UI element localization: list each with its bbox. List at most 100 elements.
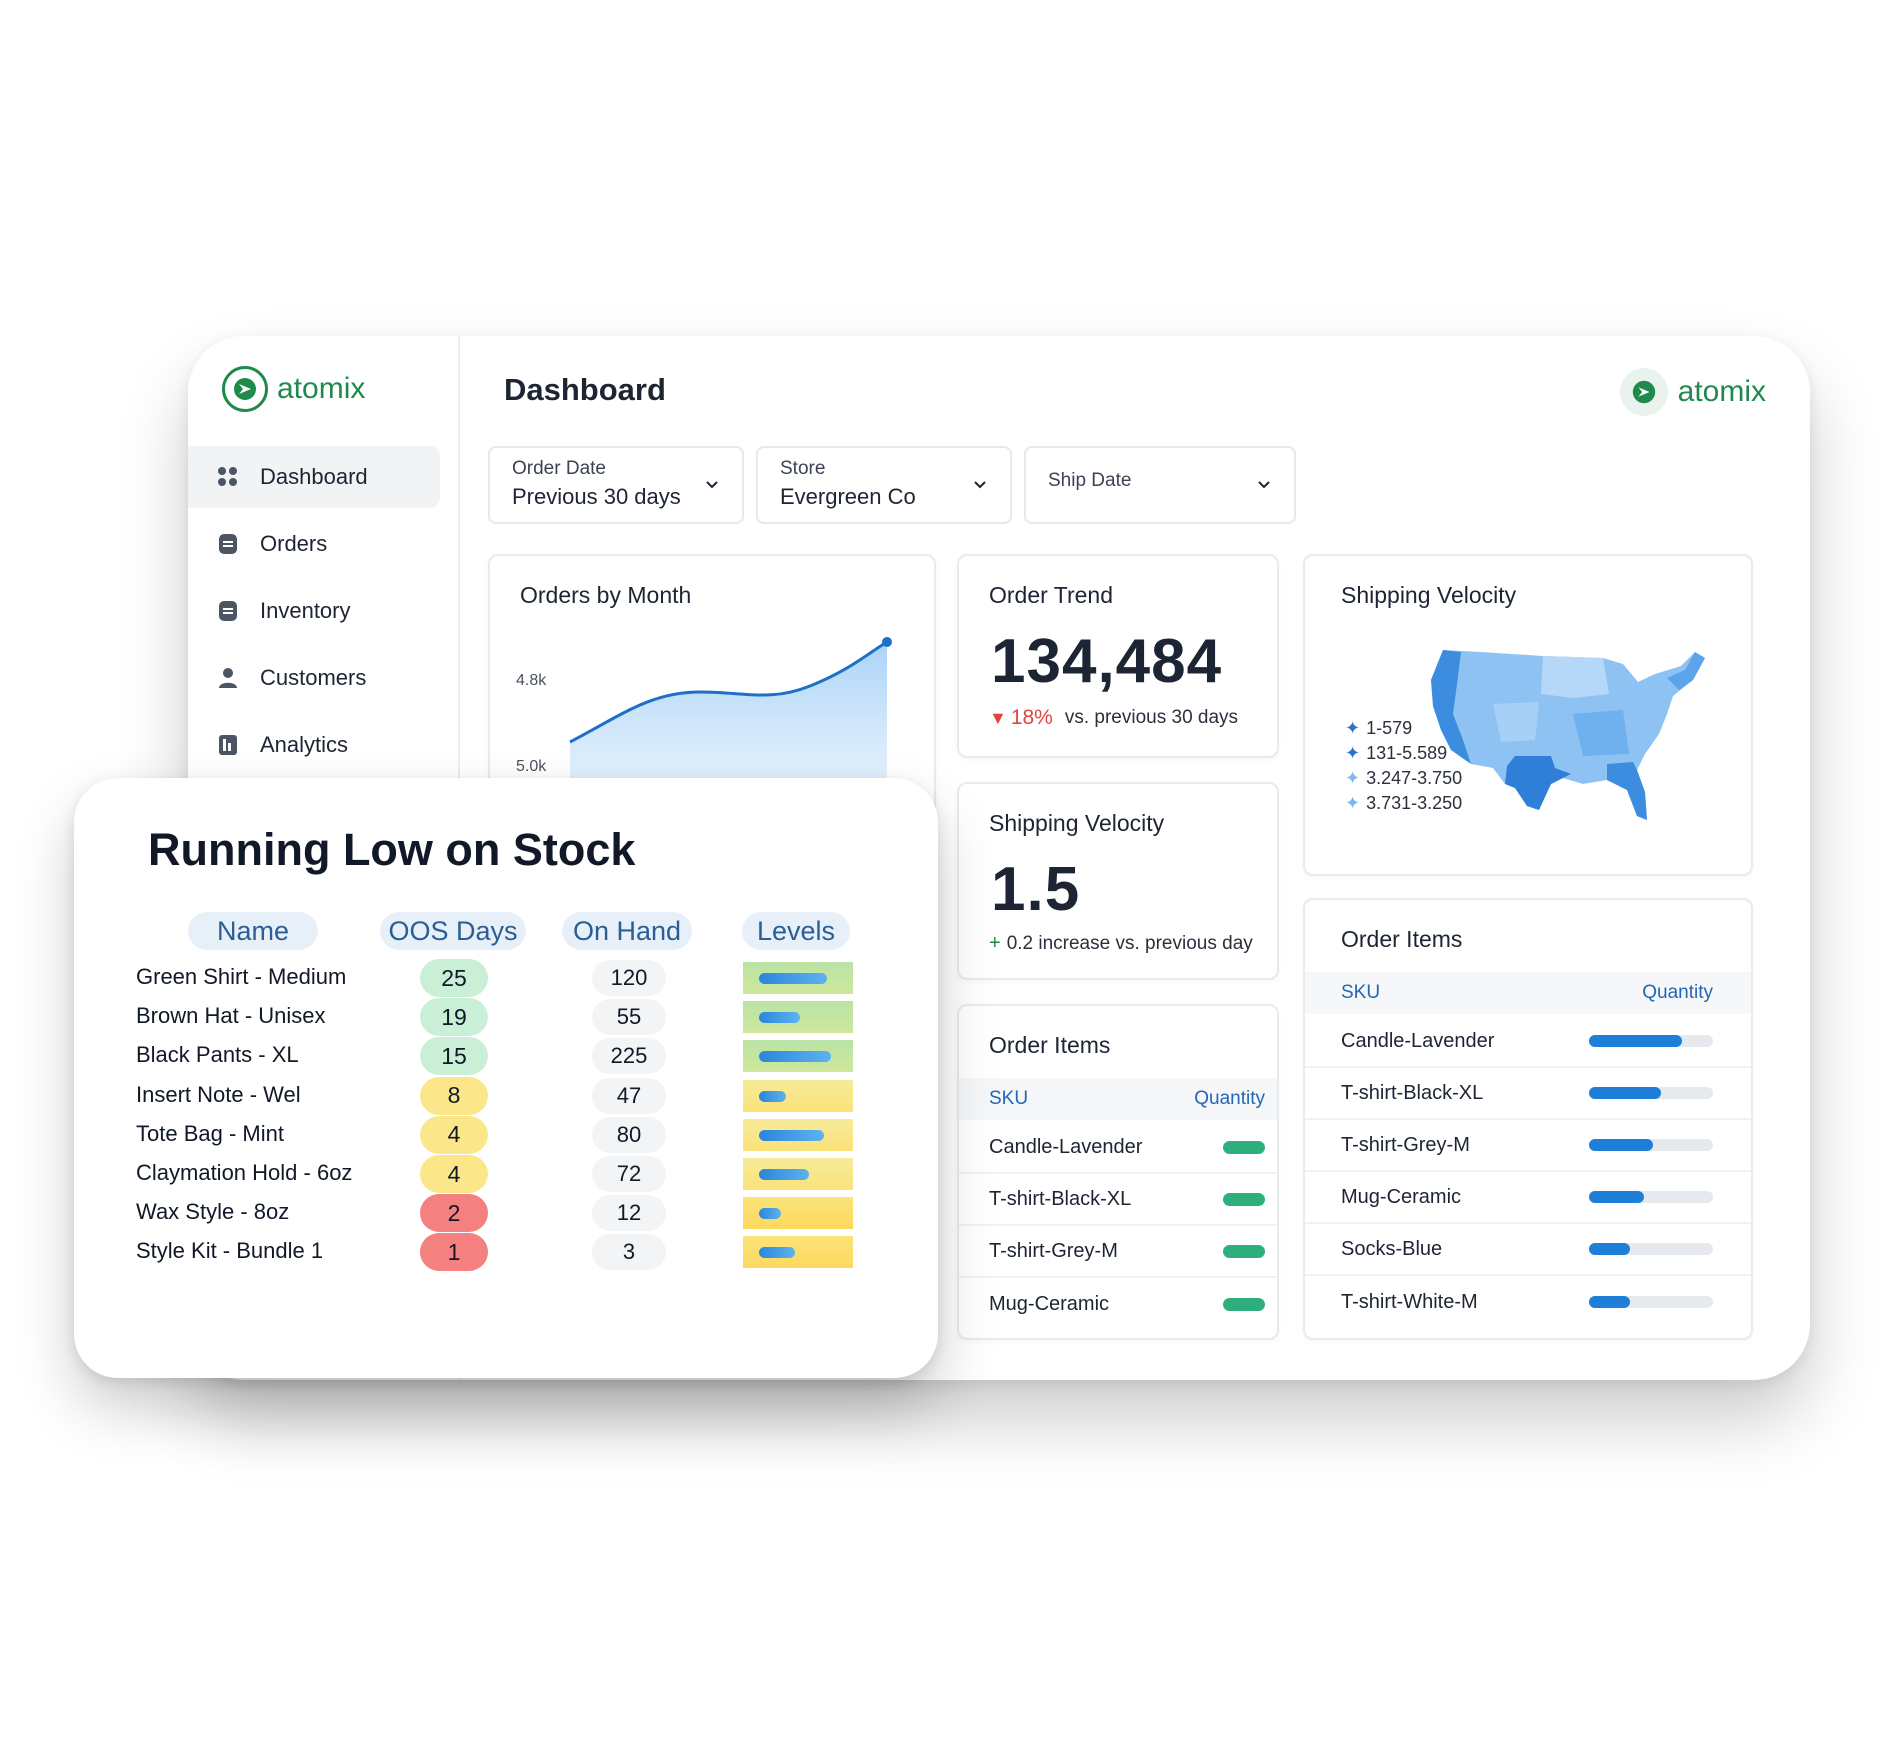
sku-cell: T-shirt-Black-XL xyxy=(989,1187,1132,1210)
chevron-down-icon xyxy=(1258,481,1270,489)
level-cell xyxy=(743,1158,853,1190)
table-row[interactable]: Candle-Lavender xyxy=(1305,1016,1751,1068)
table-row[interactable]: Mug-Ceramic xyxy=(959,1278,1277,1330)
y-axis-label: 4.8k xyxy=(516,672,547,689)
card-title: Order Trend xyxy=(989,582,1113,608)
legend-label: 1-579 xyxy=(1366,718,1413,738)
legend-label: 131-5.589 xyxy=(1366,743,1448,763)
sidebar-logo[interactable]: atomix xyxy=(222,366,365,412)
us-map[interactable] xyxy=(1423,644,1723,834)
col-on-hand[interactable]: On Hand xyxy=(562,912,692,950)
col-levels[interactable]: Levels xyxy=(742,912,850,950)
sku-cell: Mug-Ceramic xyxy=(1341,1185,1462,1208)
quantity-bar xyxy=(1589,1087,1661,1099)
oos-days-badge: 19 xyxy=(420,998,488,1037)
level-cell xyxy=(743,962,853,994)
on-hand-value: 12 xyxy=(592,1195,666,1232)
y-axis-label: 5.0k xyxy=(516,758,547,775)
sidebar-item-orders[interactable]: Orders xyxy=(188,513,440,575)
panel-title: Running Low on Stock xyxy=(148,824,636,875)
filter-store[interactable]: Store Evergreen Co xyxy=(756,446,1012,524)
col-name[interactable]: Name xyxy=(188,912,318,950)
quantity-track xyxy=(1589,1296,1713,1308)
sidebar-item-inventory[interactable]: Inventory xyxy=(188,580,440,642)
us-map-west xyxy=(1431,650,1471,764)
level-cell xyxy=(743,1236,853,1269)
plus-icon: + xyxy=(989,932,1001,954)
legend-item: ✦ 3.731-3.250 xyxy=(1345,791,1462,816)
chevron-down-icon xyxy=(974,481,986,489)
col-quantity[interactable]: Quantity xyxy=(1642,982,1713,1003)
table-row[interactable]: T-shirt-Black-XL xyxy=(1305,1068,1751,1120)
table-row[interactable]: T-shirt-White-M xyxy=(1305,1276,1751,1328)
oos-days-badge: 4 xyxy=(420,1155,488,1193)
us-map-texas xyxy=(1505,756,1571,810)
table-row[interactable]: Mug-Ceramic xyxy=(1305,1172,1751,1224)
card-title: Shipping Velocity xyxy=(1341,582,1517,608)
marker-icon: ✦ xyxy=(1345,743,1361,763)
quantity-bar xyxy=(1223,1140,1265,1154)
table-row[interactable]: Socks-Blue xyxy=(1305,1224,1751,1276)
filter-ship-date[interactable]: Ship Date xyxy=(1024,446,1296,524)
table-row[interactable]: T-shirt-Grey-M xyxy=(1305,1120,1751,1172)
filter-label: Store xyxy=(780,458,826,479)
table-row[interactable]: Candle-Lavender xyxy=(959,1122,1277,1174)
product-name: Claymation Hold - 6oz xyxy=(136,1160,353,1185)
map-legend: ✦ 1-579 ✦ 131-5.589 ✦ 3.247-3.750 ✦ 3.731-3.… xyxy=(1345,716,1462,816)
order-items-small-card: Order Items SKU Quantity Candle-Lavender… xyxy=(957,1004,1279,1340)
filter-value: Evergreen Co xyxy=(780,484,916,509)
quantity-bar xyxy=(1223,1244,1265,1258)
col-sku[interactable]: SKU xyxy=(989,1088,1029,1109)
sidebar-item-label: Analytics xyxy=(260,732,349,757)
legend-label: 3.731-3.250 xyxy=(1366,793,1463,813)
table-row[interactable]: T-shirt-Black-XL xyxy=(959,1174,1277,1226)
col-sku[interactable]: SKU xyxy=(1341,982,1381,1003)
sku-cell: Socks-Blue xyxy=(1341,1237,1443,1260)
quantity-bar xyxy=(1589,1296,1630,1308)
filter-order-date[interactable]: Order Date Previous 30 days xyxy=(488,446,744,524)
header-brand: atomix xyxy=(1619,368,1766,416)
sidebar-item-customers[interactable]: Customers xyxy=(188,647,440,709)
legend-item: ✦ 3.247-3.750 xyxy=(1345,766,1462,791)
order-trend-value: 134,484 xyxy=(991,627,1223,696)
on-hand-value: 55 xyxy=(592,999,666,1036)
sidebar-item-analytics[interactable]: Analytics xyxy=(188,714,440,776)
delta-text: vs. previous 30 days xyxy=(1064,707,1239,728)
level-cell xyxy=(743,1118,853,1151)
atomix-logo-icon xyxy=(222,366,268,412)
legend-item: ✦ 1-579 xyxy=(1345,716,1462,741)
oos-days-badge: 4 xyxy=(420,1115,488,1154)
legend-label: 3.247-3.750 xyxy=(1366,768,1463,788)
sku-cell: T-shirt-Grey-M xyxy=(1341,1133,1470,1156)
oos-days-badge: 15 xyxy=(420,1037,488,1076)
level-bar xyxy=(759,1208,781,1220)
quantity-bar xyxy=(1589,1243,1630,1255)
on-hand-value: 225 xyxy=(592,1038,666,1075)
orders-line xyxy=(569,640,888,744)
dashboard-window: atomix Dashboard Orders Inventory xyxy=(188,336,1810,1380)
sidebar-nav: Dashboard Orders Inventory Customers xyxy=(188,446,440,781)
user-icon xyxy=(216,666,240,690)
on-hand-value: 120 xyxy=(592,960,666,996)
col-oos-days[interactable]: OOS Days xyxy=(380,912,526,950)
product-name: Tote Bag - Mint xyxy=(136,1120,284,1146)
table-row[interactable]: T-shirt-Grey-M xyxy=(959,1226,1277,1278)
main-content: Dashboard atomix Order Date Previous 30 … xyxy=(460,336,1810,1380)
sidebar-item-label: Dashboard xyxy=(260,464,368,489)
quantity-track xyxy=(1589,1139,1713,1151)
sku-cell: T-shirt-Grey-M xyxy=(989,1239,1118,1262)
delta-text: 0.2 increase vs. previous day xyxy=(1006,932,1253,954)
table-header: SKU Quantity xyxy=(959,1078,1277,1120)
sidebar-item-dashboard[interactable]: Dashboard xyxy=(188,446,440,508)
col-quantity[interactable]: Quantity xyxy=(1194,1088,1265,1109)
oos-days-badge: 2 xyxy=(420,1194,488,1233)
chevron-down-icon xyxy=(706,481,718,489)
level-cell xyxy=(743,1040,853,1073)
product-name: Green Shirt - Medium xyxy=(136,964,347,989)
shipping-velocity-card: Shipping Velocity 1.5 + 0.2 increase vs.… xyxy=(957,782,1279,980)
analytics-icon xyxy=(216,733,240,757)
sku-cell: Mug-Ceramic xyxy=(989,1292,1110,1315)
marker-icon: ✦ xyxy=(1345,793,1361,813)
quantity-bar xyxy=(1223,1297,1265,1311)
card-title: Shipping Velocity xyxy=(989,810,1165,836)
